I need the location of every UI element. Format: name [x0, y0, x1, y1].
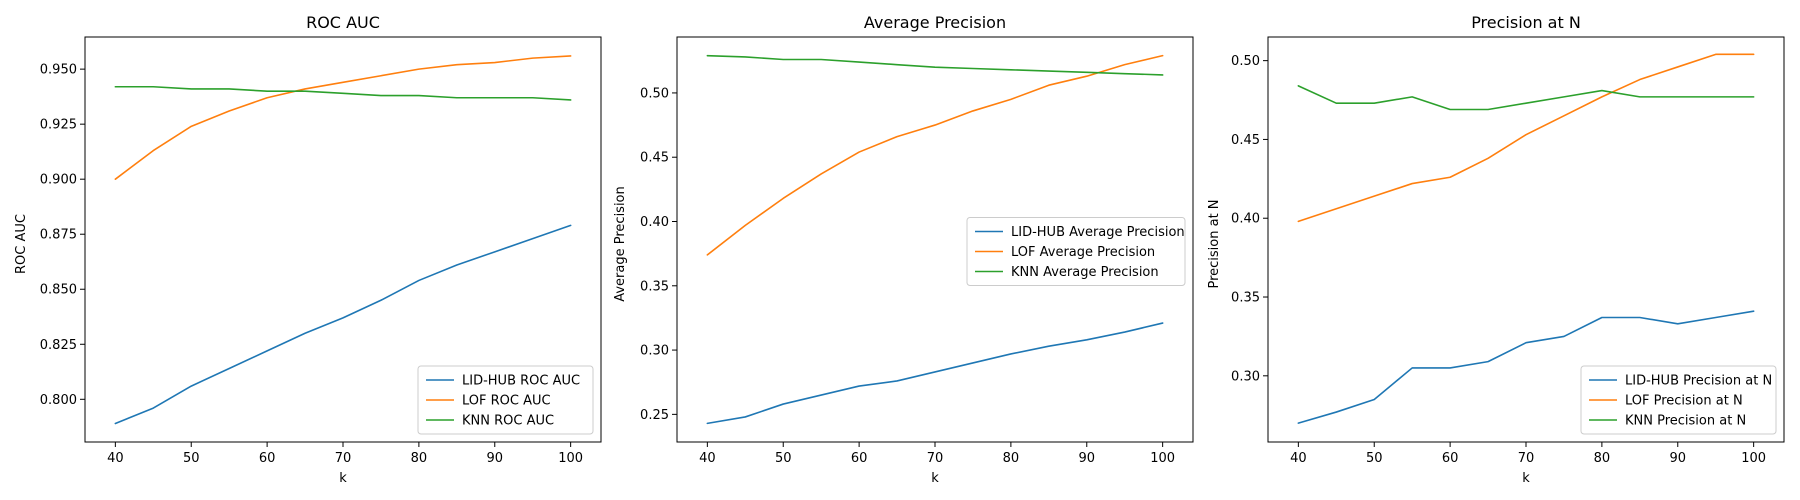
- x-tick-label: 100: [1150, 451, 1175, 466]
- legend-entry: KNN ROC AUC: [462, 414, 554, 429]
- legend-entry: LID-HUB Precision at N: [1625, 374, 1772, 389]
- x-tick-label: 60: [259, 451, 276, 466]
- x-axis-label: k: [1522, 471, 1530, 486]
- x-tick-label: 90: [486, 451, 503, 466]
- legend-box: [1580, 365, 1777, 435]
- x-tick-label: 100: [1741, 451, 1766, 466]
- y-tick-label: 0.35: [640, 279, 669, 294]
- x-tick-label: 50: [183, 451, 200, 466]
- legend-entry: LID-HUB ROC AUC: [462, 374, 580, 389]
- legend: LID-HUB Precision at N LOF Precision at N…: [1580, 365, 1777, 435]
- legend-box: [966, 217, 1186, 286]
- x-tick-label: 100: [558, 451, 583, 466]
- chart-title: ROC AUC: [306, 13, 380, 32]
- x-tick-label: 90: [1078, 451, 1095, 466]
- x-tick-label: 40: [699, 451, 716, 466]
- series-line-lof-precision-at-n: [1297, 53, 1755, 223]
- y-tick-label: 0.40: [640, 215, 669, 230]
- y-tick-label: 0.850: [40, 283, 77, 298]
- chart-title: Average Precision: [864, 13, 1006, 32]
- y-tick-label: 0.25: [640, 408, 669, 423]
- series-line-lof-roc-auc: [114, 55, 572, 180]
- x-tick-label: 80: [411, 451, 428, 466]
- y-tick-label: 0.800: [40, 393, 77, 408]
- x-tick-label: 50: [1366, 451, 1383, 466]
- y-axis-label: Precision at N: [1207, 199, 1222, 288]
- series-line-lid-hub-precision-at-n: [1297, 310, 1755, 424]
- y-tick-label: 0.900: [40, 173, 77, 188]
- plot-frame: [676, 36, 1194, 443]
- series-line-knn-average-precision: [706, 54, 1164, 76]
- y-tick-label: 0.950: [40, 63, 77, 78]
- x-tick-label: 80: [1003, 451, 1020, 466]
- series-line-lid-hub-average-precision: [706, 322, 1164, 425]
- chart-average-precision: Average Precision Average Precision k 40…: [613, 13, 1194, 486]
- x-tick-label: 60: [1442, 451, 1459, 466]
- legend-entry: KNN Precision at N: [1625, 414, 1746, 429]
- y-tick-label: 0.45: [640, 151, 669, 166]
- x-tick-label: 70: [1518, 451, 1535, 466]
- legend-entry: LOF Average Precision: [1011, 245, 1155, 260]
- x-tick-label: 60: [851, 451, 868, 466]
- x-tick-label: 90: [1669, 451, 1686, 466]
- plot-frame: [1267, 36, 1785, 443]
- y-tick-label: 0.45: [1231, 133, 1260, 148]
- legend-entry: KNN Average Precision: [1011, 265, 1159, 280]
- series-line-knn-precision-at-n: [1297, 85, 1755, 111]
- legend-box: [417, 365, 594, 435]
- series-line-lof-average-precision: [706, 54, 1164, 256]
- series-line-knn-roc-auc: [114, 85, 572, 101]
- x-tick-label: 40: [1290, 451, 1307, 466]
- chart-title: Precision at N: [1471, 13, 1581, 32]
- y-tick-label: 0.30: [1231, 369, 1260, 384]
- y-tick-label: 0.50: [640, 86, 669, 101]
- chart-precision-at-n: Precision at N Precision at N k 40 50 60 70…: [1207, 13, 1785, 486]
- y-tick-label: 0.875: [40, 228, 77, 243]
- y-tick-label: 0.35: [1231, 291, 1260, 306]
- y-tick-label: 0.825: [40, 338, 77, 353]
- legend-entry: LID-HUB Average Precision: [1011, 225, 1185, 240]
- legend: LID-HUB Average Precision LOF Average Pre…: [966, 217, 1186, 286]
- x-tick-label: 50: [775, 451, 792, 466]
- legend-entry: LOF Precision at N: [1625, 394, 1743, 409]
- x-axis-label: k: [339, 471, 347, 486]
- chart-roc-auc: ROC AUC ROC AUC k 40 50 60 70 80 90 100 0.800 0.…: [14, 13, 602, 486]
- y-tick-label: 0.925: [40, 118, 77, 133]
- x-tick-label: 70: [335, 451, 352, 466]
- x-axis-label: k: [931, 471, 939, 486]
- series-line-lid-hub-roc-auc: [114, 224, 572, 425]
- plot-frame: [84, 36, 602, 443]
- y-tick-label: 0.50: [1231, 54, 1260, 69]
- y-tick-label: 0.30: [640, 344, 669, 359]
- y-axis-label: ROC AUC: [14, 214, 29, 274]
- x-tick-label: 70: [927, 451, 944, 466]
- y-tick-label: 0.40: [1231, 212, 1260, 227]
- legend: LID-HUB ROC AUC LOF ROC AUC KNN ROC AUC: [417, 365, 594, 435]
- x-tick-label: 40: [107, 451, 124, 466]
- legend-entry: LOF ROC AUC: [462, 394, 551, 409]
- y-axis-label: Average Precision: [613, 186, 628, 302]
- x-tick-label: 80: [1594, 451, 1611, 466]
